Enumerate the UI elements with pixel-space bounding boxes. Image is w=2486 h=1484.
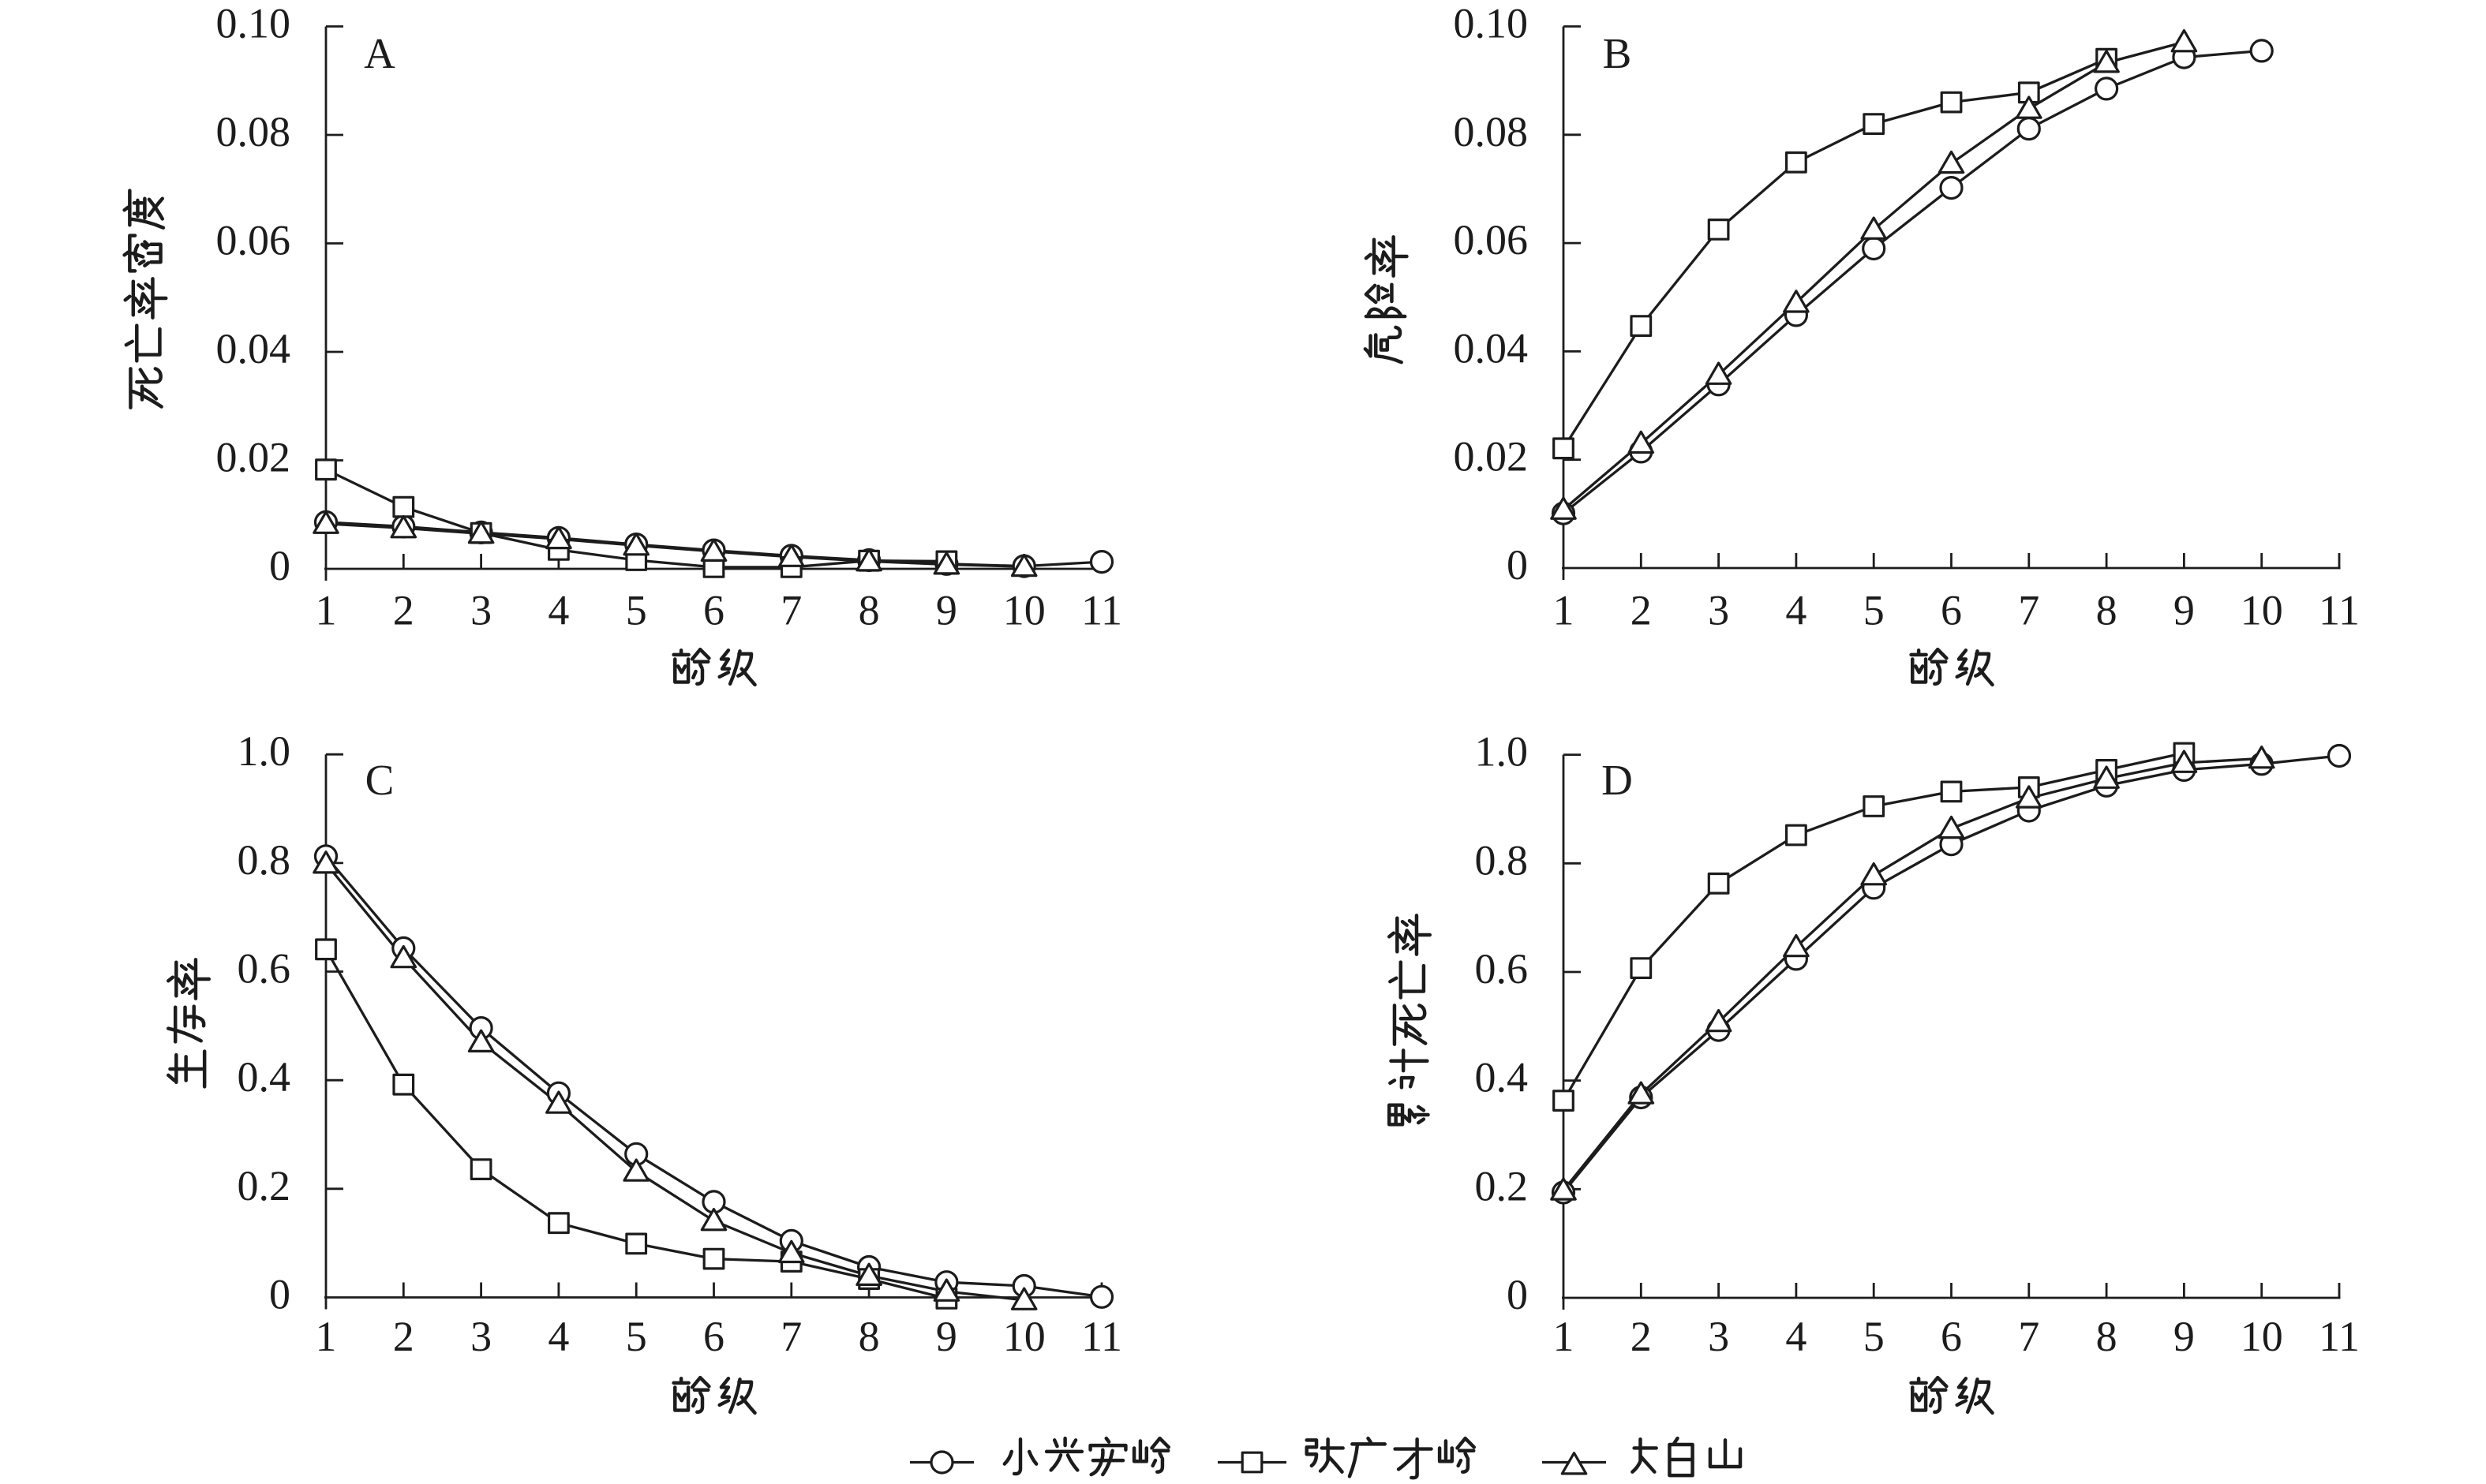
- svg-text:8: 8: [859, 1313, 880, 1360]
- svg-text:7: 7: [2018, 587, 2039, 634]
- svg-text:11: 11: [2319, 587, 2360, 634]
- svg-text:5: 5: [626, 1313, 647, 1360]
- svg-text:2: 2: [393, 1313, 414, 1360]
- svg-text:9: 9: [936, 1313, 957, 1360]
- svg-text:2: 2: [1631, 587, 1652, 634]
- svg-text:0.10: 0.10: [216, 0, 291, 47]
- svg-text:C: C: [365, 756, 395, 804]
- svg-text:B: B: [1603, 29, 1632, 77]
- svg-text:9: 9: [936, 587, 957, 634]
- svg-text:1: 1: [1553, 1313, 1574, 1360]
- svg-text:0.8: 0.8: [1475, 836, 1529, 884]
- svg-text:2: 2: [393, 587, 414, 634]
- svg-text:0.2: 0.2: [1475, 1162, 1529, 1209]
- svg-text:0: 0: [269, 542, 290, 589]
- svg-text:0.08: 0.08: [1454, 108, 1529, 155]
- svg-text:1: 1: [1553, 587, 1574, 634]
- svg-text:5: 5: [626, 587, 647, 634]
- svg-text:11: 11: [1081, 587, 1122, 634]
- svg-text:0.02: 0.02: [216, 434, 291, 481]
- svg-text:D: D: [1601, 756, 1633, 804]
- svg-text:3: 3: [470, 1313, 492, 1360]
- svg-text:5: 5: [1863, 587, 1885, 634]
- svg-text:0: 0: [1507, 1271, 1528, 1318]
- svg-text:10: 10: [2241, 1313, 2283, 1360]
- svg-text:10: 10: [1003, 1313, 1046, 1360]
- svg-text:0.4: 0.4: [1475, 1054, 1529, 1101]
- svg-text:0.04: 0.04: [216, 325, 291, 372]
- svg-text:A: A: [364, 29, 395, 77]
- svg-text:0.08: 0.08: [216, 108, 291, 155]
- svg-text:11: 11: [1081, 1313, 1122, 1360]
- svg-text:9: 9: [2173, 587, 2195, 634]
- svg-text:8: 8: [2096, 1313, 2117, 1360]
- svg-text:3: 3: [1708, 587, 1729, 634]
- svg-text:0.06: 0.06: [216, 217, 291, 264]
- svg-text:10: 10: [2241, 587, 2283, 634]
- svg-text:3: 3: [470, 587, 492, 634]
- svg-text:6: 6: [703, 587, 724, 634]
- svg-text:0: 0: [1507, 541, 1528, 589]
- svg-text:0: 0: [269, 1271, 290, 1318]
- svg-text:0.10: 0.10: [1454, 0, 1529, 47]
- svg-text:6: 6: [1941, 1313, 1962, 1360]
- svg-text:0.8: 0.8: [238, 836, 291, 884]
- svg-text:2: 2: [1631, 1313, 1652, 1360]
- svg-text:7: 7: [781, 1313, 802, 1360]
- svg-text:0.04: 0.04: [1454, 324, 1529, 372]
- svg-text:4: 4: [548, 587, 569, 634]
- svg-text:1: 1: [316, 1313, 337, 1360]
- svg-text:1.0: 1.0: [1475, 728, 1529, 776]
- svg-text:1.0: 1.0: [238, 727, 291, 775]
- svg-text:8: 8: [859, 587, 880, 634]
- svg-text:3: 3: [1708, 1313, 1729, 1360]
- svg-text:0.4: 0.4: [238, 1053, 291, 1101]
- svg-text:6: 6: [703, 1313, 724, 1360]
- svg-text:0.02: 0.02: [1454, 433, 1529, 480]
- svg-text:11: 11: [2319, 1313, 2360, 1360]
- svg-text:7: 7: [2018, 1313, 2039, 1360]
- svg-text:10: 10: [1003, 587, 1046, 634]
- svg-text:4: 4: [1785, 587, 1806, 634]
- svg-text:7: 7: [781, 587, 802, 634]
- svg-text:6: 6: [1941, 587, 1962, 634]
- svg-text:8: 8: [2096, 587, 2117, 634]
- svg-text:0.6: 0.6: [238, 945, 291, 992]
- svg-text:4: 4: [548, 1313, 569, 1360]
- svg-text:0.2: 0.2: [238, 1162, 291, 1209]
- svg-text:9: 9: [2173, 1313, 2195, 1360]
- svg-text:5: 5: [1863, 1313, 1885, 1360]
- svg-text:4: 4: [1785, 1313, 1806, 1360]
- svg-text:1: 1: [316, 587, 337, 634]
- svg-text:0.06: 0.06: [1454, 216, 1529, 264]
- svg-text:0.6: 0.6: [1475, 945, 1529, 992]
